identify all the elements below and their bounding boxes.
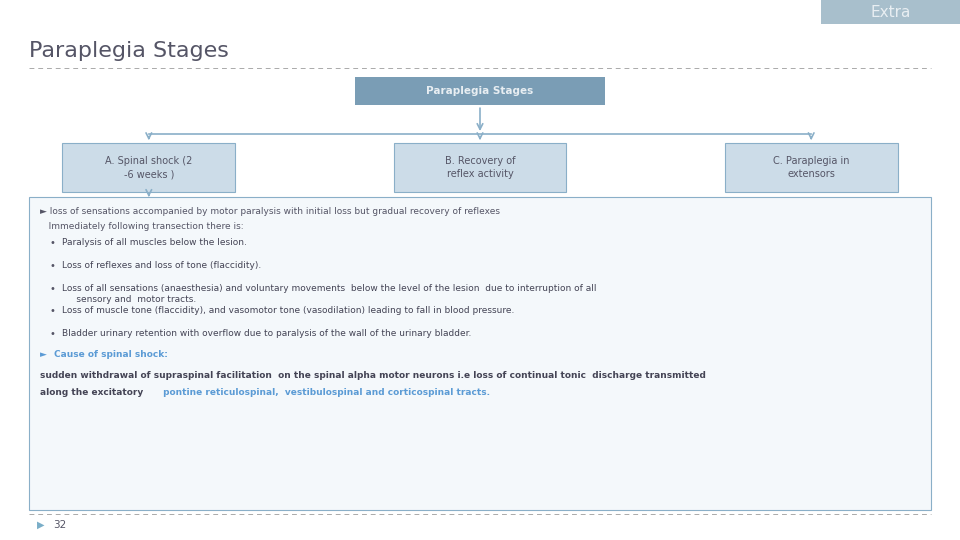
FancyBboxPatch shape [394,143,566,192]
Text: •: • [50,261,56,271]
Text: ►: ► [40,350,47,360]
Text: pontine reticulospinal,  vestibulospinal and corticospinal tracts.: pontine reticulospinal, vestibulospinal … [160,388,491,397]
Text: •: • [50,238,56,248]
Text: Paraplegia Stages: Paraplegia Stages [426,86,534,96]
Text: 32: 32 [53,520,66,530]
Text: A. Spinal shock (2
-6 weeks ): A. Spinal shock (2 -6 weeks ) [105,156,193,179]
Text: •: • [50,306,56,316]
FancyBboxPatch shape [821,0,960,24]
Text: •: • [50,284,56,294]
Text: Extra: Extra [871,5,911,19]
Text: along the excitatory: along the excitatory [40,388,144,397]
Text: B. Recovery of
reflex activity: B. Recovery of reflex activity [444,156,516,179]
Text: Bladder urinary retention with overflow due to paralysis of the wall of the urin: Bladder urinary retention with overflow … [62,329,471,338]
Text: Loss of all sensations (anaesthesia) and voluntary movements  below the level of: Loss of all sensations (anaesthesia) and… [62,284,597,303]
FancyBboxPatch shape [725,143,898,192]
Text: Paralysis of all muscles below the lesion.: Paralysis of all muscles below the lesio… [62,238,248,247]
Text: ▶: ▶ [36,520,44,530]
Text: Immediately following transection there is:: Immediately following transection there … [40,222,244,231]
Text: Cause of spinal shock:: Cause of spinal shock: [54,350,168,360]
Text: •: • [50,329,56,339]
Text: Loss of muscle tone (flaccidity), and vasomotor tone (vasodilation) leading to f: Loss of muscle tone (flaccidity), and va… [62,306,515,315]
FancyBboxPatch shape [355,77,605,105]
Text: sudden withdrawal of supraspinal facilitation  on the spinal alpha motor neurons: sudden withdrawal of supraspinal facilit… [40,371,707,380]
FancyBboxPatch shape [62,143,235,192]
Text: ► loss of sensations accompanied by motor paralysis with initial loss but gradua: ► loss of sensations accompanied by moto… [40,207,500,216]
Text: Paraplegia Stages: Paraplegia Stages [29,41,228,62]
Text: Loss of reflexes and loss of tone (flaccidity).: Loss of reflexes and loss of tone (flacc… [62,261,262,270]
Text: C. Paraplegia in
extensors: C. Paraplegia in extensors [773,156,850,179]
FancyBboxPatch shape [29,197,931,510]
